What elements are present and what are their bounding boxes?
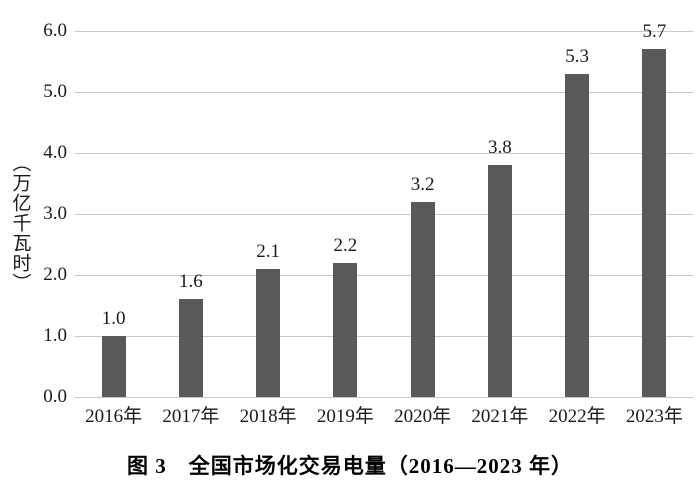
- bar-value-label: 3.2: [410, 173, 435, 195]
- bar-2016年: [101, 336, 126, 397]
- x-tick-label: 2021年: [471, 406, 529, 427]
- y-tick-label: 1.0: [43, 325, 67, 346]
- gridline-y-3.0: [75, 214, 693, 215]
- gridline-y-4.0: [75, 153, 693, 154]
- bar-value-label: 3.8: [488, 137, 512, 159]
- bar-2017年: [178, 299, 203, 397]
- gridline-y-6.0: [75, 31, 693, 32]
- gridline-y-2.0: [75, 275, 693, 276]
- bar-2023年: [642, 49, 667, 397]
- y-tick-label: 5.0: [43, 81, 67, 102]
- y-tick-label: 2.0: [43, 264, 67, 285]
- bar-2021年: [487, 165, 512, 397]
- gridline-y-1.0: [75, 336, 693, 337]
- bar-value-label: 1.0: [101, 308, 126, 329]
- bar-value-label: 5.3: [565, 45, 589, 67]
- x-tick-label: 2019年: [316, 406, 374, 427]
- bar-value-label: 2.1: [256, 240, 280, 262]
- bar-value-label: 1.6: [179, 271, 203, 293]
- gridline-y-0.0: [75, 397, 693, 398]
- bar-2019年: [333, 262, 358, 397]
- figure-caption: 图 3 全国市场化交易电量（2016—2023 年）: [127, 454, 573, 478]
- bar-2020年: [410, 201, 435, 397]
- x-tick-label: 2017年: [162, 406, 220, 427]
- bar-2018年: [256, 268, 281, 397]
- bar-value-label: 5.7: [642, 21, 667, 43]
- y-axis-title: （万亿千瓦时）: [9, 153, 31, 293]
- gridline-y-5.0: [75, 92, 693, 93]
- y-tick-label: 4.0: [43, 142, 67, 163]
- bar-2022年: [565, 73, 590, 397]
- x-tick-label: 2018年: [239, 406, 297, 427]
- y-tick-label: 0.0: [43, 386, 67, 407]
- y-tick-label: 6.0: [43, 20, 67, 41]
- bar-value-label: 2.2: [333, 234, 358, 256]
- x-tick-label: 2016年: [85, 406, 143, 427]
- x-tick-label: 2022年: [548, 406, 606, 427]
- x-tick-label: 2020年: [394, 406, 452, 427]
- x-tick-label: 2023年: [625, 406, 683, 427]
- y-tick-label: 3.0: [43, 203, 67, 224]
